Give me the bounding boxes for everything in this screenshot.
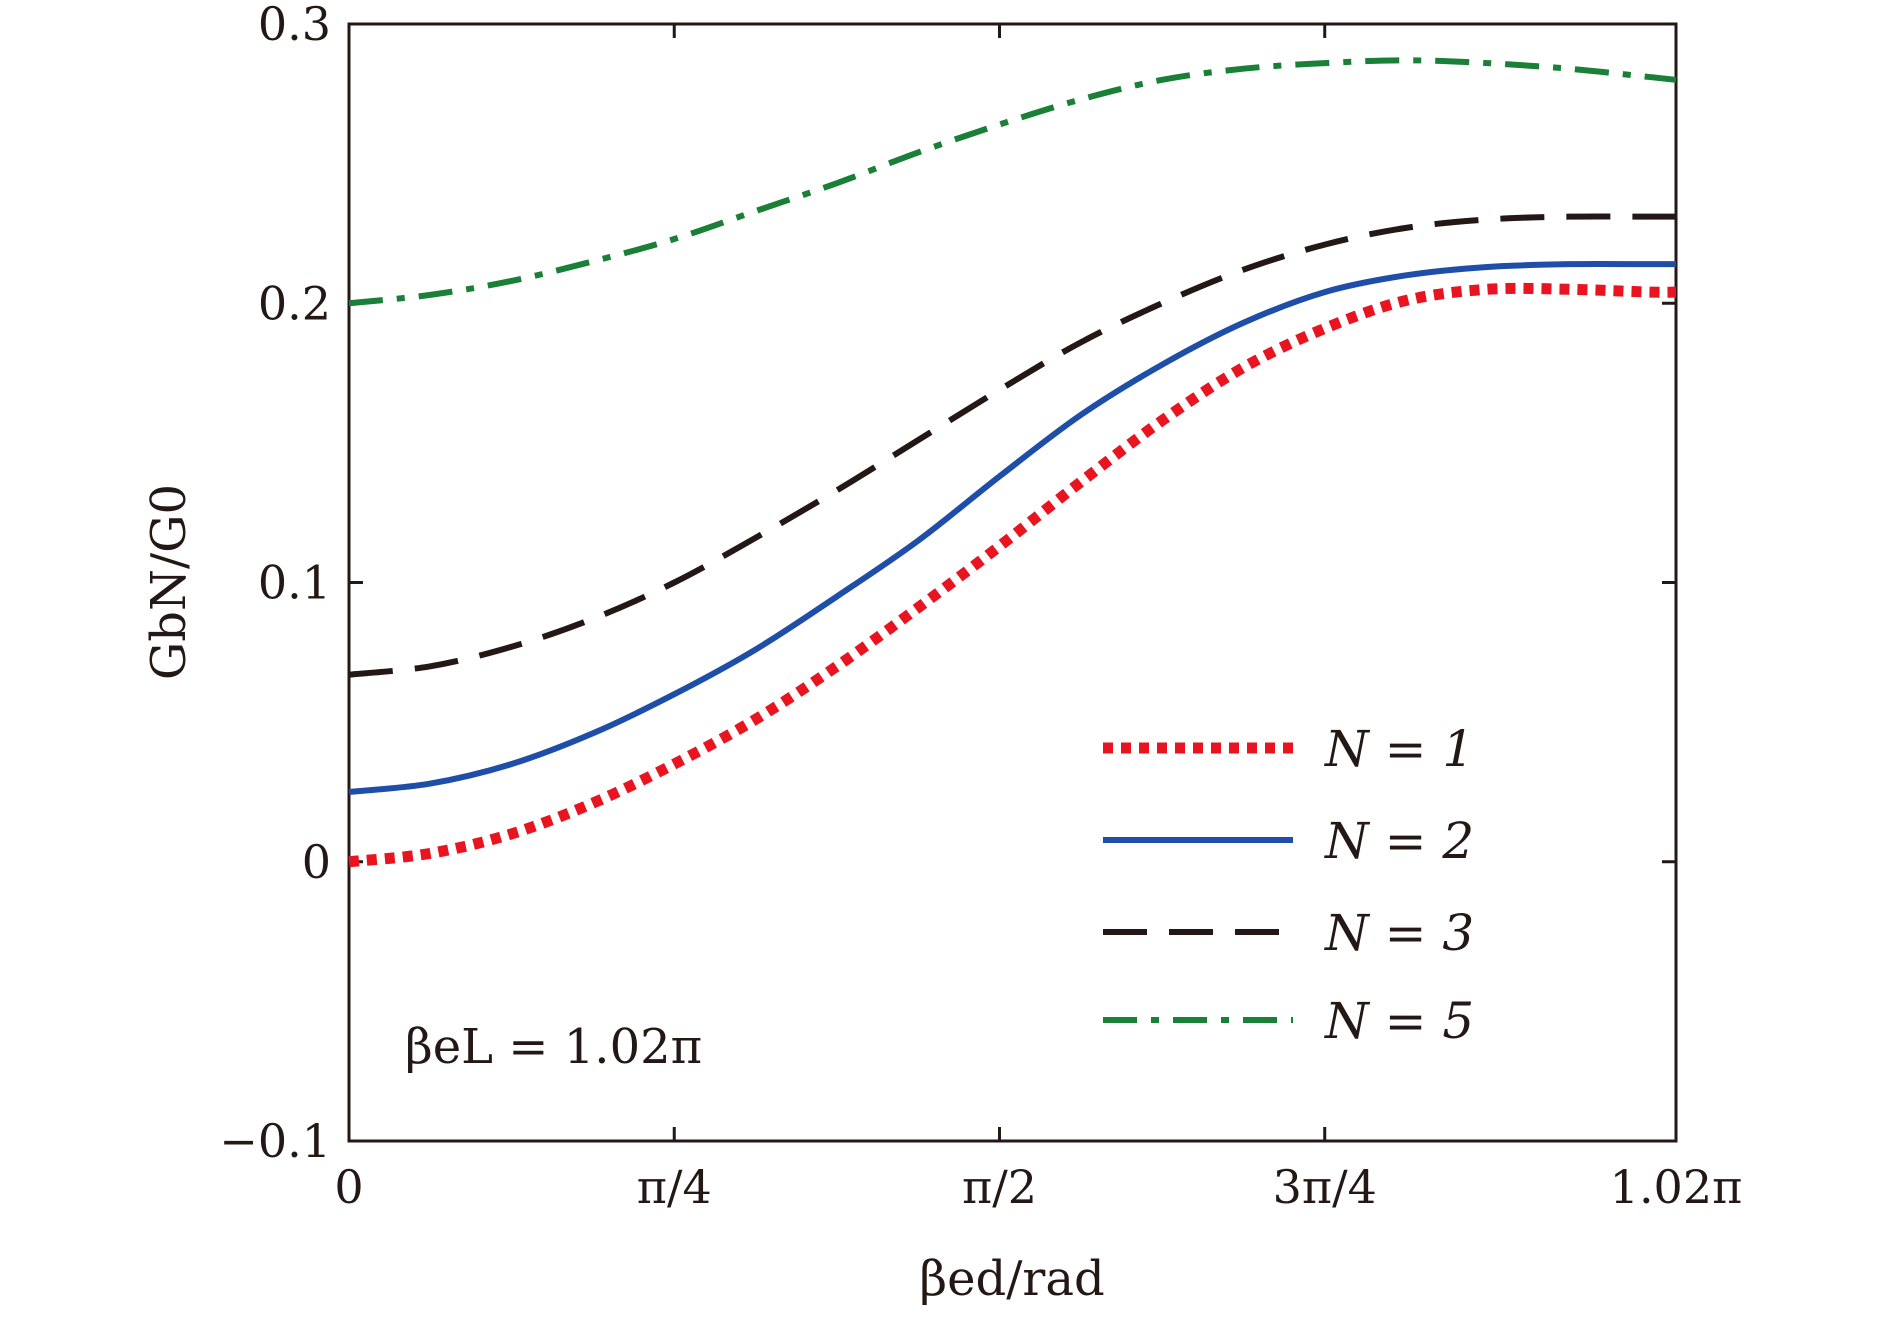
- annotation-text: βeL = 1.02π: [405, 1019, 702, 1075]
- legend-label-2: N = 2: [1324, 812, 1474, 870]
- x-axis-label: βed/rad: [919, 1251, 1104, 1307]
- y-tick-label: 0: [302, 835, 331, 889]
- y-tick-label: −0.1: [219, 1114, 331, 1168]
- y-tick-label: 0.2: [258, 276, 331, 330]
- x-tick-label: 1.02π: [1610, 1160, 1743, 1214]
- axis-ticks: [347, 22, 1678, 1143]
- y-tick-label: 0.3: [258, 0, 331, 51]
- tick-labels: 0 π/4 π/2 3π/4 1.02π−0.100.10.20.3: [219, 0, 1742, 1214]
- x-tick-label: π/4: [637, 1160, 712, 1214]
- legend-label-1: N = 1: [1324, 720, 1474, 778]
- y-tick-label: 0.1: [258, 556, 331, 610]
- plot-area-frame: [347, 22, 1678, 1143]
- x-tick-label: 3π/4: [1273, 1160, 1377, 1214]
- x-tick-label: 0: [334, 1160, 363, 1214]
- legend-label-3: N = 3: [1324, 904, 1474, 962]
- series-line-1: [348, 282, 1677, 868]
- legend-label-4: N = 5: [1324, 992, 1474, 1050]
- series-line-2: [348, 260, 1676, 795]
- x-tick-label: π/2: [962, 1160, 1037, 1214]
- series-line-3: [348, 213, 1676, 678]
- series-line-4: [348, 57, 1677, 307]
- series-layer: [348, 57, 1677, 868]
- y-axis-label: GbN/G0: [141, 484, 197, 680]
- legend: N = 1 N = 2 N = 3 N = 5: [1103, 720, 1474, 1050]
